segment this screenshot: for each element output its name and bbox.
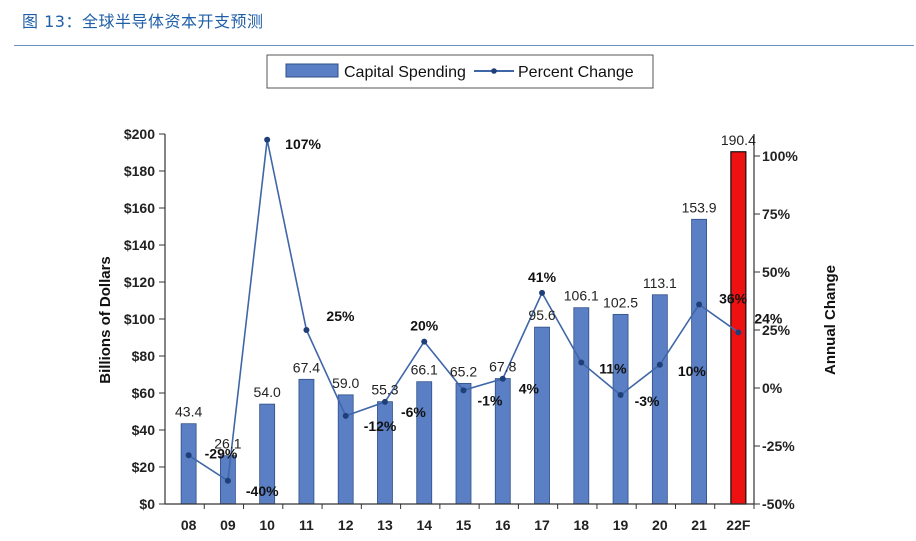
percent-point-12: [342, 412, 349, 419]
y2-tick-label: 100%: [762, 148, 798, 164]
bar-value-label: 59.0: [332, 375, 359, 391]
bar-08: [180, 423, 197, 505]
percent-point-16: [499, 375, 506, 382]
y2-tick-label: 0%: [762, 380, 783, 396]
bar-value-label: 153.9: [682, 199, 717, 215]
bar-value-label: 67.4: [293, 359, 320, 375]
percent-value-label: 25%: [326, 308, 355, 324]
y-tick-label: $140: [124, 237, 155, 253]
percent-point-21: [696, 301, 703, 308]
x-tick-label: 16: [495, 517, 511, 533]
legend-line-marker: [491, 68, 497, 74]
percent-value-label: 24%: [754, 310, 783, 326]
percent-point-09: [224, 477, 231, 484]
x-tick-label: 20: [652, 517, 668, 533]
x-tick-label: 19: [613, 517, 629, 533]
figure-caption: 图 13：全球半导体资本开支预测: [22, 12, 264, 31]
percent-point-15: [460, 387, 467, 394]
y2-tick-label: -50%: [762, 496, 795, 512]
y-tick-label: $40: [132, 422, 156, 438]
bar-15: [455, 382, 472, 505]
x-tick-label: 09: [220, 517, 236, 533]
y-tick-label: $180: [124, 163, 155, 179]
bar-value-label: 66.1: [411, 362, 438, 378]
x-tick-label: 21: [691, 517, 707, 533]
y-tick-label: $0: [139, 496, 155, 512]
bar-value-label: 95.6: [528, 307, 555, 323]
y-tick-label: $20: [132, 459, 156, 475]
x-tick-label: 17: [534, 517, 550, 533]
percent-value-label: -3%: [635, 393, 660, 409]
y2-tick-label: 50%: [762, 264, 791, 280]
legend: Capital Spending Percent Change: [266, 54, 654, 89]
percent-value-label: 20%: [410, 318, 439, 334]
x-tick-label: 14: [416, 517, 432, 533]
x-tick-label: 10: [259, 517, 275, 533]
bar-value-label: 113.1: [643, 275, 677, 291]
percent-value-label: 11%: [599, 360, 627, 376]
y2-tick-label: -25%: [762, 438, 795, 454]
percent-point-19: [617, 391, 624, 398]
percent-value-label: 10%: [678, 363, 707, 379]
percent-point-17: [539, 289, 546, 296]
bar-value-label: 67.8: [489, 359, 516, 375]
x-tick-label: 18: [574, 517, 590, 533]
percent-value-label: 107%: [285, 136, 321, 152]
y-tick-label: $120: [124, 274, 155, 290]
percent-value-label: -6%: [401, 404, 426, 420]
bar-value-label: 26.1: [214, 436, 241, 452]
y-tick-label: $60: [132, 385, 156, 401]
percent-point-22F: [735, 329, 742, 336]
bar-value-label: 54.0: [254, 384, 281, 400]
percent-point-14: [421, 338, 428, 345]
y-tick-label: $100: [124, 311, 155, 327]
caption-rule: [14, 45, 914, 46]
percent-value-label: 36%: [719, 290, 748, 306]
x-tick-label: 12: [338, 517, 354, 533]
percent-point-08: [185, 452, 192, 459]
bar-value-label: 55.3: [371, 382, 398, 398]
percent-value-label: -12%: [364, 418, 397, 434]
legend-line-label: Percent Change: [518, 64, 634, 81]
percent-point-18: [578, 359, 585, 366]
percent-value-label: 4%: [519, 381, 540, 397]
x-tick-label: 13: [377, 517, 393, 533]
percent-value-label: -40%: [246, 483, 279, 499]
percent-value-label: 41%: [528, 269, 557, 285]
bar-value-label: 65.2: [450, 363, 477, 379]
percent-point-13: [381, 398, 388, 405]
percent-point-10: [264, 136, 271, 143]
bar-value-label: 190.4: [721, 132, 756, 148]
percent-value-label: -1%: [478, 392, 503, 408]
bar-18: [573, 307, 590, 505]
percent-value-label: -29%: [205, 445, 238, 461]
bar-11: [298, 378, 315, 505]
x-tick-label: 15: [456, 517, 472, 533]
y-axis-title: Billions of Dollars: [97, 256, 114, 384]
legend-bar-swatch: [285, 63, 339, 78]
bar-21: [691, 218, 707, 505]
x-tick-label: 22F: [726, 517, 751, 533]
percent-point-11: [303, 327, 310, 333]
percent-point-20: [656, 361, 663, 368]
bar-value-label: 102.5: [603, 294, 638, 310]
bar-17: [534, 326, 550, 505]
y-tick-label: $160: [124, 200, 155, 216]
x-tick-label: 08: [181, 517, 197, 533]
bar-value-label: 43.4: [175, 404, 202, 420]
bar-19: [612, 313, 629, 505]
bar-12: [337, 394, 354, 505]
y2-tick-label: 75%: [762, 206, 791, 222]
bar-value-label: 106.1: [564, 288, 599, 304]
y-tick-label: $200: [124, 126, 155, 142]
y-tick-label: $80: [132, 348, 156, 364]
y2-tick-label: 25%: [762, 322, 791, 338]
legend-bar-label: Capital Spending: [344, 64, 466, 81]
x-tick-label: 11: [299, 517, 314, 533]
y2-axis-title: Annual Change: [822, 265, 839, 375]
bar-14: [416, 381, 433, 505]
